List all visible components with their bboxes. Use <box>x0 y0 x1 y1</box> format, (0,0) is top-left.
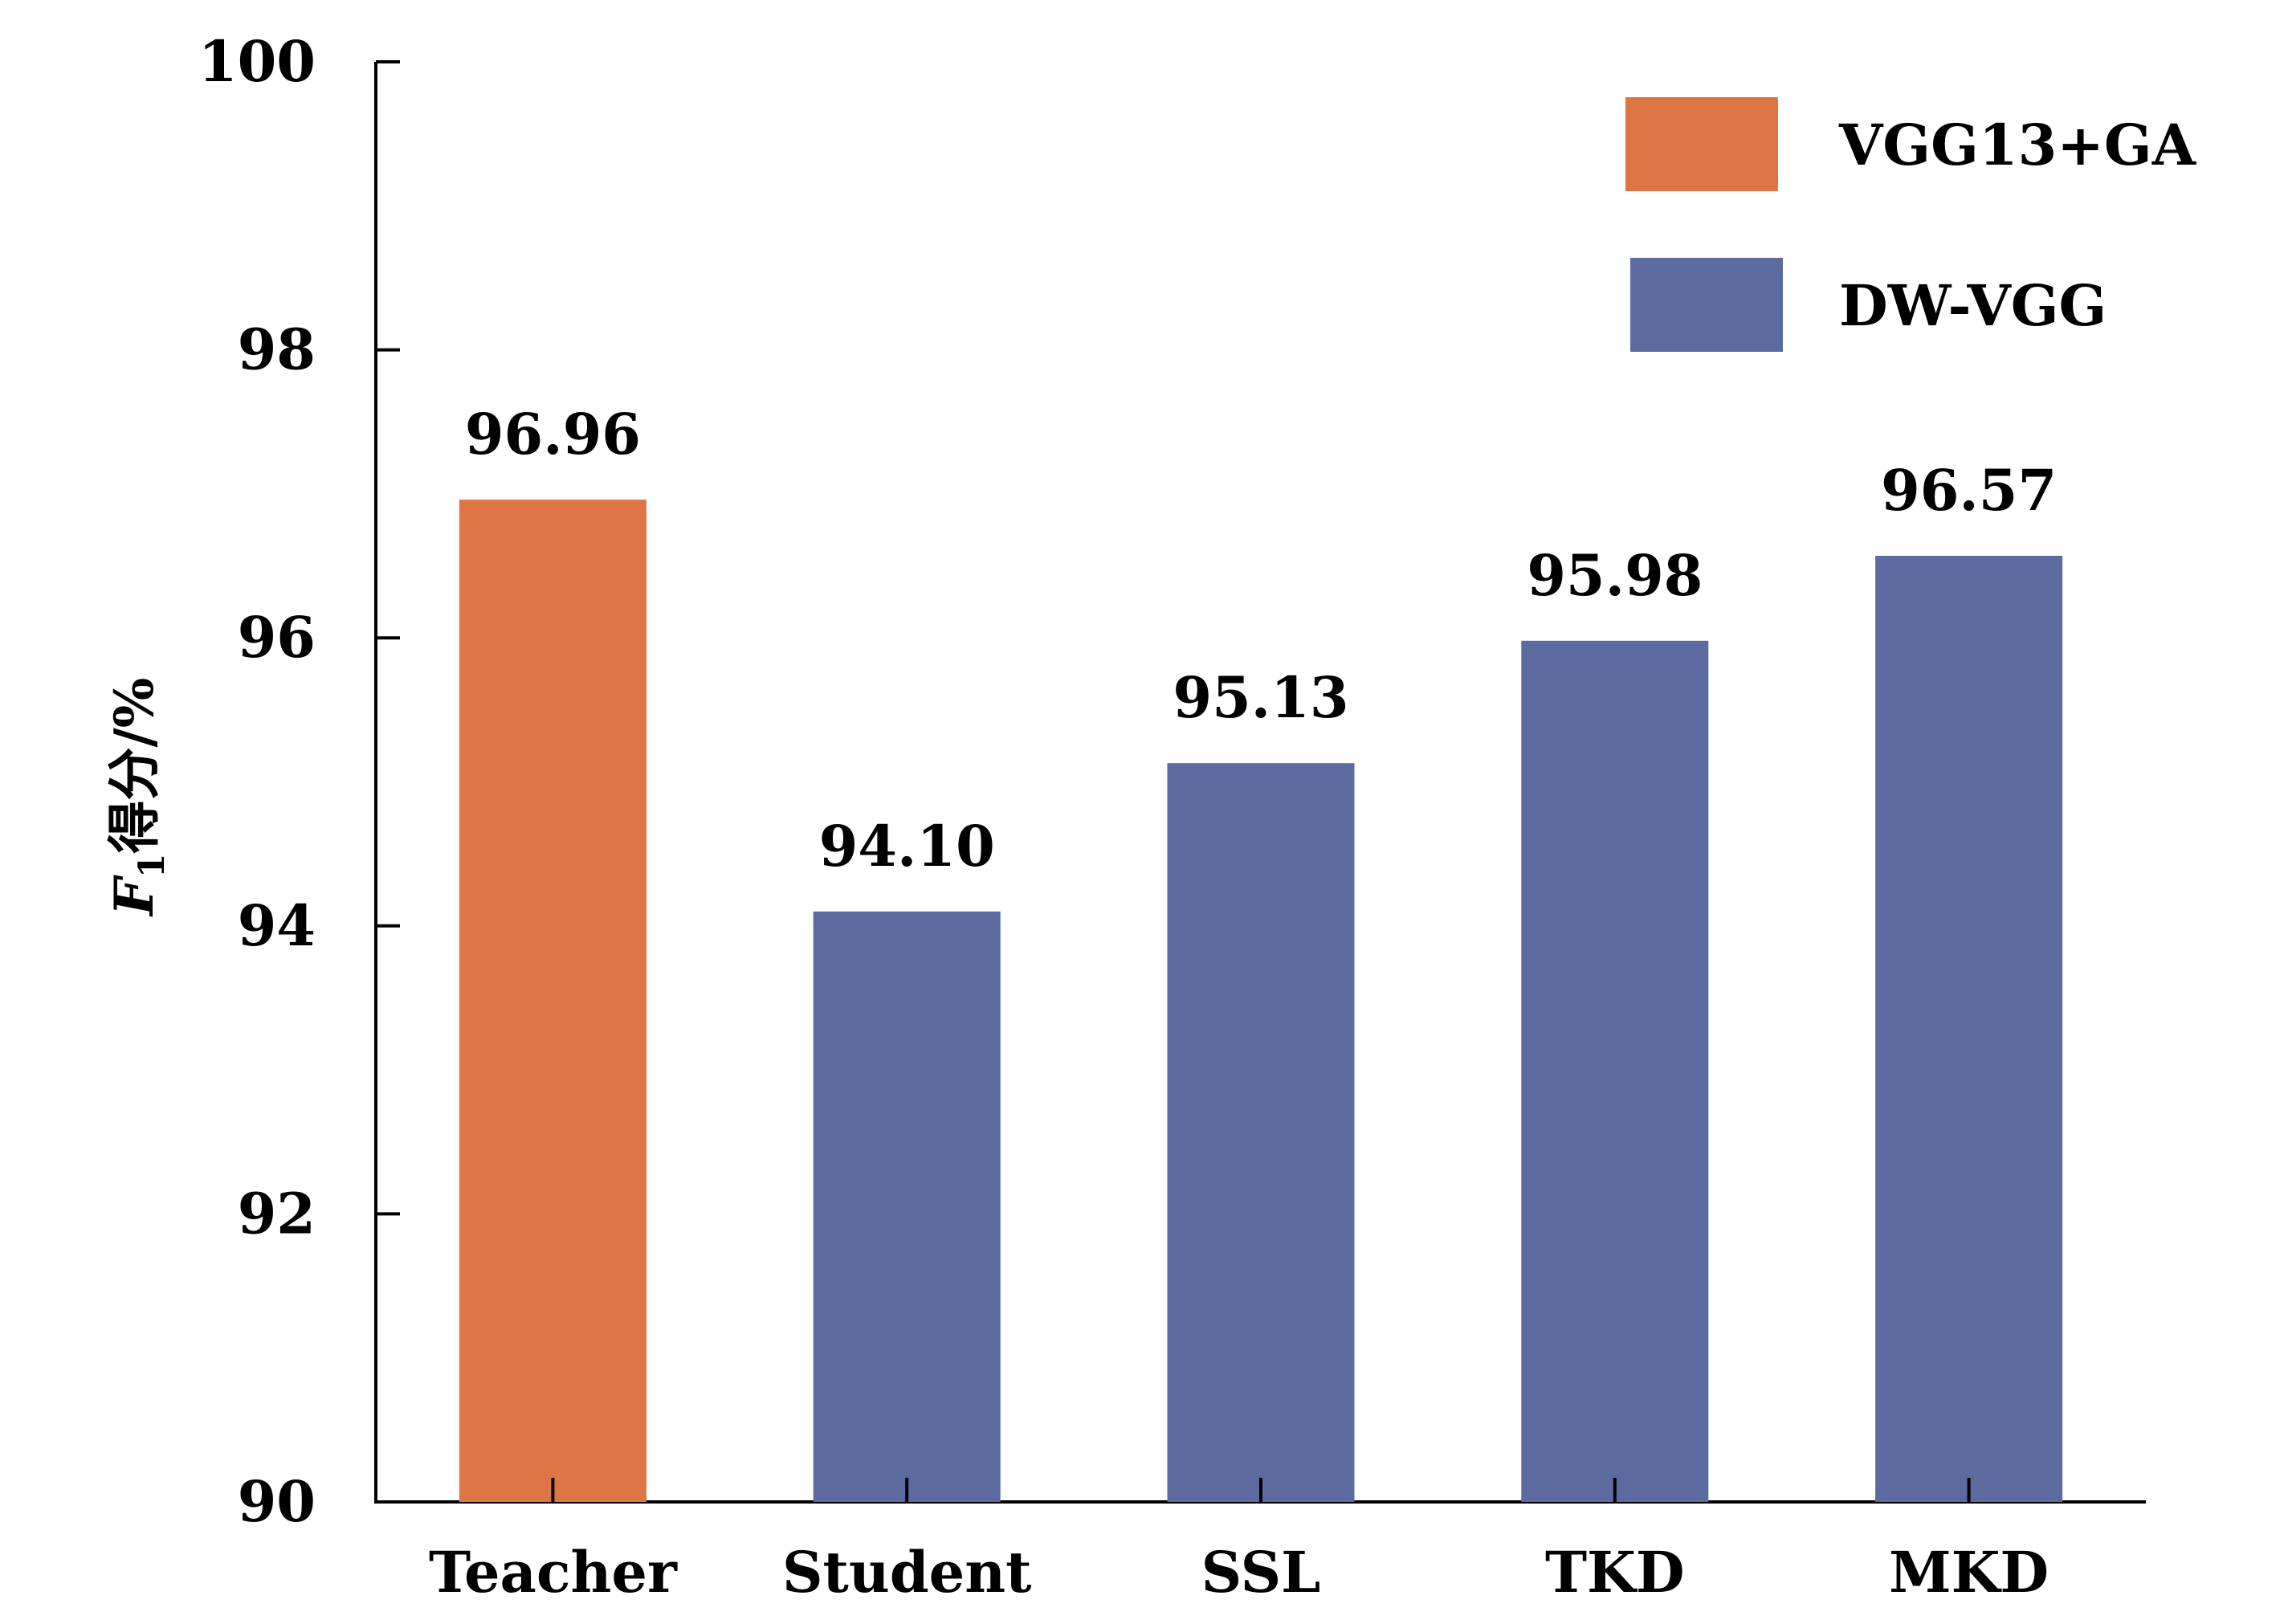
bar <box>1521 640 1709 1502</box>
x-tick-label: Student <box>782 1539 1032 1606</box>
plot-area: 90 92 94 96 98 100 96.96 Teacher 94.10 Student 95.… <box>198 28 2146 1606</box>
data-label: 96.57 <box>1881 457 2057 524</box>
y-axis-title-italic: F <box>103 875 165 917</box>
legend-label: VGG13+GA <box>1838 112 2197 178</box>
data-label: 95.13 <box>1173 664 1348 731</box>
bar <box>1875 555 2063 1502</box>
bar <box>459 500 646 1502</box>
y-axis-title-text: 得分/% <box>103 678 165 854</box>
y-tick-label: 90 <box>238 1468 316 1535</box>
svg-text:F1得分/%: F1得分/% <box>103 678 173 917</box>
legend-swatch <box>1630 258 1783 352</box>
x-tick-label: MKD <box>1889 1539 2049 1606</box>
y-tick-label: 100 <box>198 28 316 95</box>
y-tick-label: 98 <box>238 316 316 383</box>
data-label: 94.10 <box>819 813 995 879</box>
legend-swatch <box>1625 97 1778 191</box>
y-axis-title-subscript: 1 <box>132 854 173 879</box>
x-tick-label: SSL <box>1201 1539 1321 1606</box>
x-tick-label: TKD <box>1545 1539 1685 1606</box>
y-tick-label: 96 <box>238 604 316 671</box>
y-axis-title: F1得分/% <box>103 678 173 917</box>
y-tick-label: 94 <box>238 892 316 959</box>
y-tick-label: 92 <box>238 1180 316 1247</box>
bar <box>813 911 1001 1502</box>
legend-label: DW-VGG <box>1839 272 2107 339</box>
data-label: 95.98 <box>1527 542 1703 609</box>
x-tick-label: Teacher <box>429 1539 678 1606</box>
legend: VGG13+GA DW-VGG <box>1625 97 2197 352</box>
bar <box>1167 763 1355 1502</box>
data-label: 96.96 <box>465 401 641 467</box>
